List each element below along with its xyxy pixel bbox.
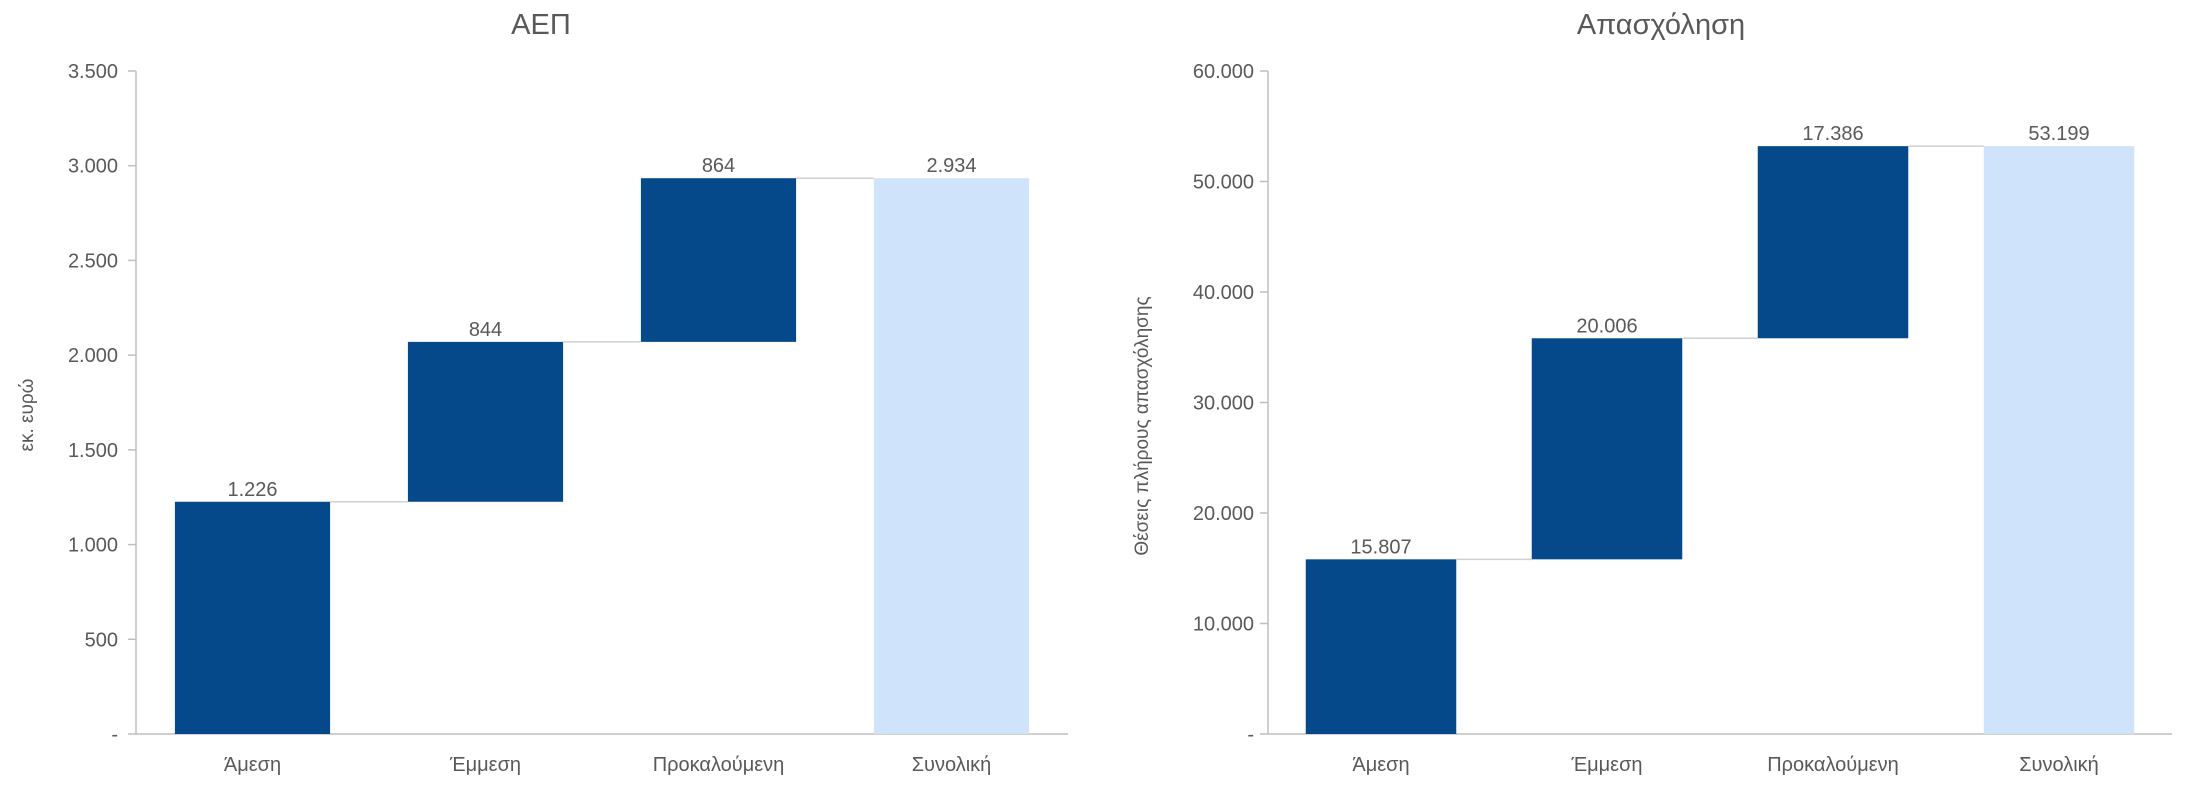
data-label: 20.006 <box>1576 315 1637 337</box>
waterfall-bar <box>1757 146 1909 339</box>
total-bar <box>873 178 1030 735</box>
gdp-chart-svg: ΑΕΠ εκ. ευρώ - 500 1.000 1.500 2.000 2.500 3.0… <box>17 9 1068 776</box>
y-tick-label: 3.000 <box>68 156 118 178</box>
data-label: 864 <box>702 155 735 177</box>
chart-title: ΑΕΠ <box>511 9 571 41</box>
y-axis-label: Θέσεις πλήρους απασχόλησης <box>1132 296 1153 555</box>
y-tick-label: 500 <box>85 629 118 651</box>
employment-chart-svg: Απασχόληση Θέσεις πλήρους απασχόλησης - 1… <box>1132 9 2172 776</box>
y-tick-label: 2.000 <box>68 345 118 367</box>
y-tick-label: - <box>1247 724 1254 746</box>
y-tick-label: 60.000 <box>1193 61 1254 83</box>
data-label: 17.386 <box>1802 123 1863 145</box>
x-category-label: Προκαλούμενη <box>1767 754 1899 776</box>
waterfall-bar <box>174 501 331 734</box>
x-category-label: Έμμεση <box>1570 754 1642 776</box>
y-tick-label: - <box>111 724 118 746</box>
x-category-label: Άμεση <box>224 754 281 776</box>
waterfall-bar <box>640 178 797 342</box>
y-tick-label: 1.500 <box>68 440 118 462</box>
data-label: 844 <box>469 319 502 341</box>
data-label: 2.934 <box>926 155 976 177</box>
y-tick-label: 1.000 <box>68 535 118 557</box>
y-tick-label: 2.500 <box>68 250 118 272</box>
chart-title: Απασχόληση <box>1577 9 1745 41</box>
y-tick-label: 50.000 <box>1193 172 1254 194</box>
waterfall-bar <box>407 341 564 502</box>
gdp-waterfall-chart: ΑΕΠ εκ. ευρώ - 500 1.000 1.500 2.000 2.500 3.0… <box>0 0 1094 782</box>
data-label: 1.226 <box>227 479 277 501</box>
y-tick-label: 40.000 <box>1193 282 1254 304</box>
data-label: 53.199 <box>2028 123 2089 145</box>
total-bar <box>1983 146 2135 734</box>
waterfall-bar <box>1531 338 1683 560</box>
x-category-label: Έμμεση <box>449 754 521 776</box>
x-category-label: Άμεση <box>1352 754 1409 776</box>
waterfall-bar <box>1305 559 1457 734</box>
y-tick-label: 10.000 <box>1193 614 1254 636</box>
y-tick-label: 3.500 <box>68 61 118 83</box>
x-category-label: Προκαλούμενη <box>653 754 785 776</box>
employment-waterfall-chart: Απασχόληση Θέσεις πλήρους απασχόλησης - 1… <box>1094 0 2188 782</box>
y-tick-label: 20.000 <box>1193 503 1254 525</box>
x-category-label: Συνολική <box>2019 754 2099 776</box>
y-axis-label: εκ. ευρώ <box>17 378 38 451</box>
x-category-label: Συνολική <box>912 754 992 776</box>
y-tick-label: 30.000 <box>1193 393 1254 415</box>
data-label: 15.807 <box>1350 536 1411 558</box>
